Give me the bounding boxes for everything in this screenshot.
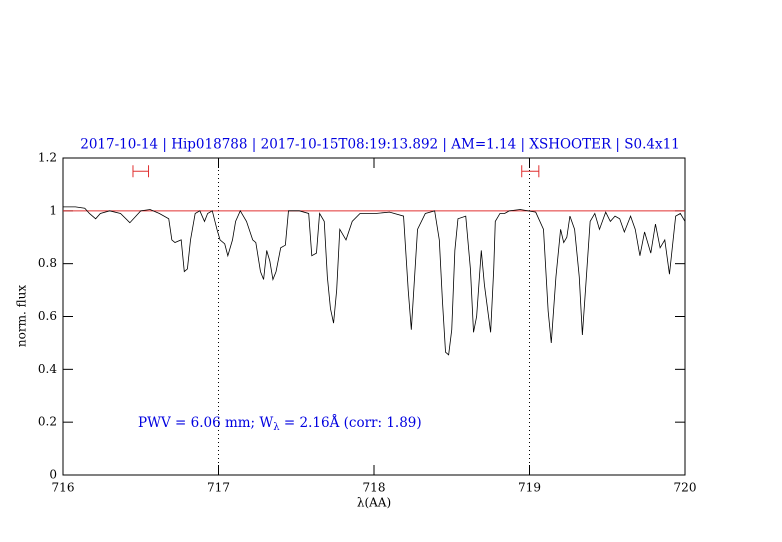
- y-tick-label: 1: [49, 203, 57, 217]
- x-tick-label: 716: [52, 481, 75, 495]
- chart-title: 2017-10-14 | Hip018788 | 2017-10-15T08:1…: [80, 137, 680, 153]
- annotation-part: = 2.16Å (corr: 1.89): [280, 415, 422, 431]
- x-tick-label: 719: [518, 481, 541, 495]
- range-marker: [521, 165, 540, 178]
- x-tick-label: 720: [674, 481, 697, 495]
- range-marker: [132, 165, 150, 178]
- annotation-subscript: λ: [273, 422, 280, 433]
- spectrum-line: [63, 206, 686, 356]
- y-tick-label: 0: [49, 468, 57, 482]
- y-tick-label: 0.2: [38, 415, 57, 429]
- x-tick-label: 717: [207, 481, 230, 495]
- x-tick-label: 718: [363, 481, 386, 495]
- y-axis-label: norm. flux: [15, 285, 29, 347]
- y-tick-label: 0.8: [38, 256, 57, 270]
- x-axis-label: λ(AA): [357, 496, 391, 510]
- y-tick-label: 0.6: [38, 309, 57, 323]
- annotation-part: PWV = 6.06 mm; W: [138, 415, 273, 431]
- y-tick-label: 1.2: [38, 151, 57, 165]
- annotation: PWV = 6.06 mm; Wλ = 2.16Å (corr: 1.89): [138, 415, 422, 433]
- y-tick-label: 0.4: [38, 362, 57, 376]
